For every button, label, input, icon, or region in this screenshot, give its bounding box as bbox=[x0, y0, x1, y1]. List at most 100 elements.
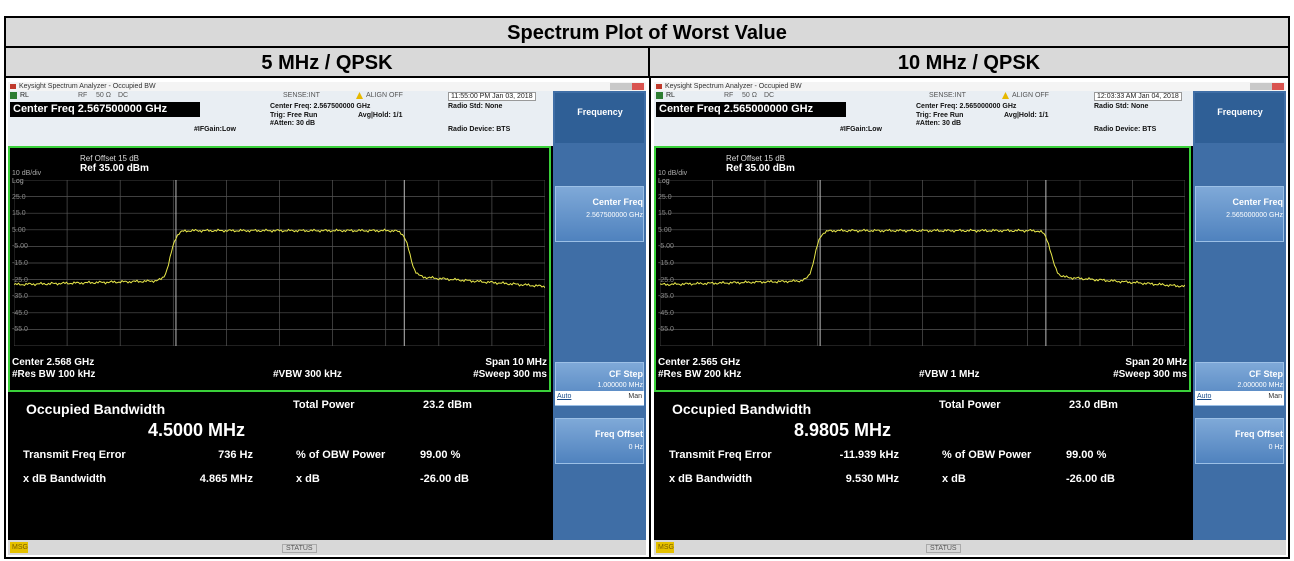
column-divider bbox=[649, 78, 651, 557]
avg-hold: Avg|Hold: 1/1 bbox=[1004, 112, 1049, 119]
app-title: Keysight Spectrum Analyzer - Occupied BW bbox=[665, 83, 802, 90]
y-axis-label: -5.00 bbox=[12, 243, 28, 251]
softkey-label: Freq Offset bbox=[594, 429, 643, 439]
radio-std: Radio Std: None bbox=[448, 103, 503, 110]
softkey-button bbox=[555, 186, 644, 242]
analyzer-screenshot: Keysight Spectrum Analyzer - Occupied BW… bbox=[654, 82, 1286, 555]
softkey-button bbox=[1195, 186, 1284, 242]
y-axis-label: -55.0 bbox=[12, 326, 28, 334]
center-freq-box bbox=[10, 102, 200, 117]
status-bar bbox=[8, 540, 646, 555]
window-controls bbox=[610, 83, 644, 90]
msg-box bbox=[10, 542, 28, 553]
attenuation: #Atten: 30 dB bbox=[916, 120, 962, 127]
xdb-value: -26.00 dB bbox=[420, 473, 469, 485]
softkey-button bbox=[1195, 418, 1284, 464]
table-title: Spectrum Plot of Worst Value bbox=[6, 18, 1288, 48]
center-freq-small: Center Freq: 2.565000000 GHz bbox=[916, 103, 1017, 110]
obw-pct: 99.00 % bbox=[1066, 449, 1107, 461]
obw-label: Occupied Bandwidth bbox=[672, 401, 812, 417]
rl-indicator bbox=[656, 92, 663, 99]
softkey-value: 0 Hz bbox=[628, 444, 643, 451]
if-gain: #IFGain:Low bbox=[840, 126, 882, 133]
y-axis-label: -25.0 bbox=[658, 276, 674, 284]
if-gain: #IFGain:Low bbox=[194, 126, 236, 133]
softkey-button bbox=[555, 418, 644, 464]
trigger: Trig: Free Run bbox=[916, 112, 964, 119]
xdb-bw-label: x dB Bandwidth bbox=[23, 473, 107, 485]
app-icon bbox=[656, 84, 662, 89]
softkey-value: 1.000000 MHz bbox=[597, 382, 643, 389]
attenuation: #Atten: 30 dB bbox=[270, 120, 316, 127]
auto-man-strip bbox=[555, 391, 644, 405]
app-title: Keysight Spectrum Analyzer - Occupied BW bbox=[19, 83, 156, 90]
tfe-value: 736 Hz bbox=[218, 449, 253, 461]
sense-label: SENSE:INT bbox=[929, 92, 966, 99]
window-titlebar bbox=[8, 82, 646, 91]
scale: 10 dB/div bbox=[658, 170, 688, 177]
y-axis-label: -5.00 bbox=[658, 243, 674, 251]
softkey-label: Center Freq bbox=[592, 197, 643, 207]
coupling-label: DC bbox=[118, 92, 129, 99]
app-icon bbox=[10, 84, 16, 89]
softkey-panel bbox=[1193, 91, 1286, 540]
msg-label: MSG bbox=[658, 544, 674, 551]
rf-label: RF bbox=[724, 92, 734, 99]
analyzer-screenshot: Keysight Spectrum Analyzer - Occupied BW… bbox=[8, 82, 646, 555]
xdb-bw-value: 9.530 MHz bbox=[845, 473, 899, 485]
softkey-label: Center Freq bbox=[1232, 197, 1283, 207]
coupling-label: DC bbox=[764, 92, 775, 99]
align-label: ALIGN OFF bbox=[1012, 92, 1049, 99]
center-frequency: Center 2.565 GHz bbox=[658, 357, 741, 368]
total-power: 23.2 dBm bbox=[423, 399, 472, 411]
softkey-label: Freq Offset bbox=[1234, 429, 1283, 439]
graticule bbox=[660, 180, 1185, 346]
sweep: #Sweep 300 ms bbox=[473, 369, 547, 380]
y-axis-label: -25.0 bbox=[12, 276, 28, 284]
softkey-value: 2.000000 MHz bbox=[1237, 382, 1283, 389]
xdb-value: -26.00 dB bbox=[1066, 473, 1115, 485]
y-axis-label: -35.0 bbox=[658, 293, 674, 301]
rl-label: RL bbox=[20, 92, 29, 99]
man-option: Man bbox=[1268, 393, 1282, 400]
center-frequency: Center 2.568 GHz bbox=[12, 357, 95, 368]
impedance-label: 50 Ω bbox=[742, 92, 757, 99]
report-table bbox=[4, 16, 1290, 559]
obw-pct-label: % of OBW Power bbox=[296, 449, 386, 461]
total-power: 23.0 dBm bbox=[1069, 399, 1118, 411]
obw-pct: 99.00 % bbox=[420, 449, 461, 461]
vbw: #VBW 1 MHz bbox=[919, 369, 980, 380]
man-option: Man bbox=[628, 393, 642, 400]
softkey-label: CF Step bbox=[608, 369, 643, 379]
total-power-label: Total Power bbox=[939, 399, 1001, 411]
warning-icon bbox=[1002, 92, 1009, 99]
sense-label: SENSE:INT bbox=[283, 92, 320, 99]
status-label: STATUS bbox=[282, 544, 317, 553]
xdb-bw-label: x dB Bandwidth bbox=[669, 473, 753, 485]
radio-device: Radio Device: BTS bbox=[1094, 126, 1157, 133]
y-axis-label: 15.0 bbox=[658, 210, 672, 218]
ref-level: Ref 35.00 dBm bbox=[80, 163, 149, 174]
softkey-value: 0 Hz bbox=[1268, 444, 1283, 451]
softkey-value: 2.565000000 GHz bbox=[1226, 212, 1283, 219]
rl-label: RL bbox=[666, 92, 675, 99]
msg-box bbox=[656, 542, 674, 553]
obw-pct-label: % of OBW Power bbox=[942, 449, 1032, 461]
obw-value: 8.9805 MHz bbox=[794, 420, 892, 440]
timestamp: 11:55:00 PM Jan 03, 2018 bbox=[448, 92, 536, 101]
xdb-bw-value: 4.865 MHz bbox=[199, 473, 253, 485]
menu-title: Frequency bbox=[1217, 107, 1263, 117]
span: Span 10 MHz bbox=[485, 357, 547, 368]
y-axis-label: 25.0 bbox=[658, 193, 672, 201]
spectrum-trace bbox=[14, 228, 545, 289]
auto-option: Auto bbox=[1197, 393, 1212, 400]
auto-option: Auto bbox=[557, 393, 572, 400]
y-axis-label: -55.0 bbox=[658, 326, 674, 334]
scale: 10 dB/div bbox=[12, 170, 42, 177]
tfe-value: -11.939 kHz bbox=[839, 449, 899, 461]
ref-level: Ref 35.00 dBm bbox=[726, 163, 795, 174]
tfe-label: Transmit Freq Error bbox=[669, 449, 772, 461]
log-label: Log bbox=[12, 178, 24, 185]
ref-offset: Ref Offset 15 dB bbox=[80, 154, 139, 163]
avg-hold: Avg|Hold: 1/1 bbox=[358, 112, 403, 119]
